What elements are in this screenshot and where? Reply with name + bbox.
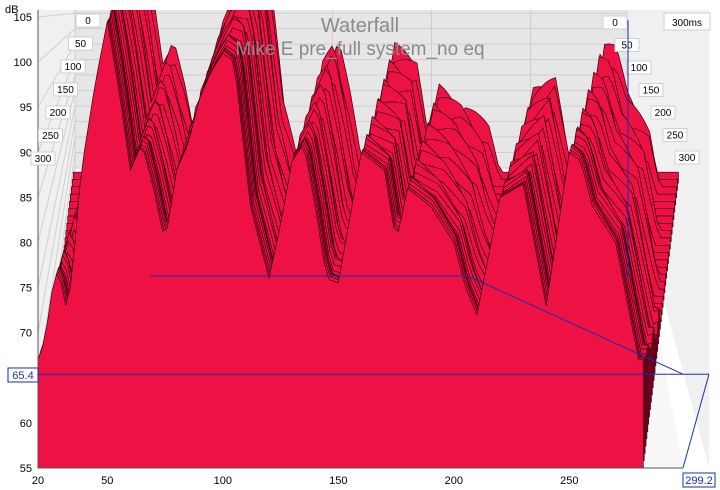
y-tick-label: 105	[14, 12, 32, 24]
time-tick-box	[60, 59, 86, 74]
cursor-back-line	[150, 275, 684, 375]
y-tick-label: 80	[20, 238, 32, 250]
x-tick-label: 150	[329, 475, 347, 487]
y-axis-ticks: 556065707580859095100105	[14, 12, 32, 475]
time-tick-box	[38, 128, 63, 143]
time-tick-label: 100	[65, 62, 82, 73]
time-tick-box	[53, 82, 78, 97]
time-tick-box	[45, 105, 71, 120]
time-tick-box	[75, 13, 101, 28]
time-max-label: 300ms	[672, 18, 702, 29]
axis-frame	[37, 10, 683, 469]
y-tick-label: 90	[20, 147, 32, 159]
x-tick-label: 250	[560, 475, 578, 487]
y-tick-label: 55	[20, 463, 32, 475]
time-tick-label: 0	[85, 16, 91, 27]
time-tick-box	[626, 60, 652, 75]
time-max-badge: 300ms	[663, 12, 711, 31]
cursor-x-badge[interactable]: 299.2	[682, 472, 716, 488]
x-tick-label: 50	[101, 475, 113, 487]
y-tick-label: 85	[20, 192, 32, 204]
grid-line-y	[37, 121, 76, 333]
time-tick-box	[650, 105, 676, 120]
chart-subtitle: Mike E pre_full system_no eq	[235, 39, 484, 60]
time-tick-label: 50	[75, 39, 87, 50]
cursor-crosshair[interactable]	[38, 20, 710, 469]
chart-title: Waterfall	[321, 15, 399, 37]
time-tick-label: 200	[655, 108, 672, 119]
grid-line-y	[37, 12, 76, 18]
time-tick-label: 0	[612, 18, 618, 29]
x-tick-label: 200	[445, 475, 463, 487]
y-axis-unit-label: dB	[5, 4, 18, 16]
grid-line-y	[37, 105, 76, 288]
y-tick-label: 100	[14, 57, 32, 69]
y-tick-label: 70	[20, 328, 32, 340]
y-tick-label: 75	[20, 283, 32, 295]
time-tick-box	[614, 38, 640, 52]
grid-line-y	[37, 43, 76, 108]
cursor-y-label: 65.4	[12, 370, 33, 382]
cursor-depth-line	[682, 374, 710, 469]
time-tick-box	[638, 83, 664, 97]
time-tick-box	[602, 15, 628, 30]
x-tick-label: 20	[32, 475, 44, 487]
time-tick-box	[674, 150, 700, 165]
y-tick-label: 60	[20, 418, 32, 430]
x-axis-ticks: 20 50 100 150 200 250	[32, 475, 579, 487]
time-axis-left: 0 50 100 150 200 250 300	[30, 13, 101, 166]
cursor-y-badge[interactable]: 65.4	[7, 367, 39, 383]
time-tick-label: 50	[621, 41, 633, 52]
time-tick-label: 150	[57, 85, 74, 96]
time-tick-label: 200	[50, 108, 67, 119]
time-axis-right: 0 50 100 150 200 250 300	[602, 15, 700, 165]
time-tick-label: 250	[667, 131, 684, 142]
time-tick-box	[662, 128, 688, 142]
time-tick-label: 250	[42, 131, 59, 142]
time-tick-label: 100	[631, 63, 648, 74]
time-tick-box	[68, 36, 93, 51]
time-tick-label: 300	[679, 153, 696, 164]
time-tick-label: 150	[643, 86, 660, 97]
time-tick-label: 300	[35, 154, 52, 165]
waterfall-slices	[38, 10, 679, 469]
cursor-x-label: 299.2	[685, 475, 713, 487]
waterfall-slice	[38, 21, 644, 469]
time-tick-box	[30, 151, 56, 166]
grid-line-y	[37, 28, 76, 63]
x-tick-label: 100	[214, 475, 232, 487]
y-tick-label: 95	[20, 102, 32, 114]
